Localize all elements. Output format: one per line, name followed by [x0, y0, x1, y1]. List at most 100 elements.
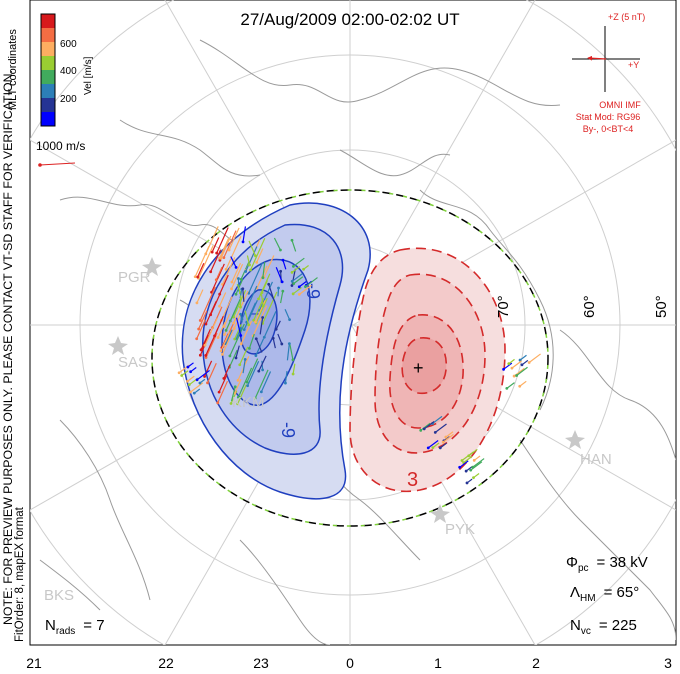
velocity-vector: [286, 343, 290, 361]
velocity-vector: [257, 273, 271, 300]
velocity-vector-origin: [197, 327, 201, 331]
velocity-vector-origin: [419, 428, 423, 432]
station-star-pgr: [142, 257, 162, 276]
velocity-vector-origin: [239, 312, 242, 316]
velocity-vector: [434, 423, 447, 433]
velocity-vector: [248, 262, 264, 294]
station-label-sas: SAS: [118, 354, 148, 371]
velocity-vector: [260, 294, 264, 307]
velocity-vector-origin: [261, 304, 265, 308]
velocity-vector-origin: [196, 275, 200, 279]
velocity-vector-origin: [236, 395, 240, 399]
velocity-vector: [225, 298, 241, 331]
velocity-vector-origin: [241, 287, 245, 291]
velocity-vector-origin: [274, 327, 278, 331]
velocity-vector-origin: [469, 468, 473, 472]
velocity-vector-origin: [218, 304, 221, 308]
colorbar-tick-600: 600: [60, 39, 77, 50]
velocity-vector-origin: [281, 289, 285, 293]
colorbar-tick-200: 200: [60, 94, 77, 105]
velocity-vector-origin: [233, 337, 237, 341]
velocity-vector-origin: [217, 390, 221, 394]
velocity-vector-origin: [460, 459, 464, 462]
velocity-vector: [298, 281, 307, 288]
station-star-sas: [108, 336, 128, 355]
velocity-vector: [272, 338, 276, 349]
velocity-vector-origin: [239, 305, 242, 309]
velocity-vector-origin: [187, 383, 191, 387]
velocity-vector-origin: [254, 354, 258, 358]
velocity-vector-origin: [458, 465, 462, 469]
velocity-vector-origin: [245, 380, 249, 384]
velocity-vector-origin: [290, 238, 294, 242]
velocity-vector: [219, 238, 230, 259]
velocity-vector: [246, 358, 259, 383]
velocity-vector: [196, 289, 204, 304]
mlt-tick-23: 23: [253, 655, 269, 671]
coord-label: MLT coordinates: [7, 29, 19, 110]
velocity-vector-origin: [280, 280, 284, 284]
velocity-vector-origin: [243, 357, 247, 361]
velocity-vector: [194, 245, 210, 277]
velocity-vector-origin: [254, 320, 257, 324]
velocity-vector: [255, 297, 268, 324]
velocity-vector: [243, 300, 258, 330]
param-hm-latitude: ΛHM = 65°: [570, 584, 639, 604]
velocity-vector: [305, 277, 318, 288]
velocity-vector: [234, 378, 242, 394]
velocity-vector-origin: [195, 301, 199, 305]
velocity-vector: [254, 300, 266, 323]
velocity-vector: [506, 382, 515, 389]
velocity-vector-origin: [472, 476, 475, 480]
velocity-vector-origin: [228, 354, 232, 358]
velocity-vector-origin: [224, 328, 228, 332]
velocity-vector-origin: [510, 366, 514, 370]
velocity-vector: [239, 346, 249, 365]
velocity-vector: [275, 266, 283, 283]
velocity-vector: [472, 458, 485, 468]
velocity-vector-origin: [518, 384, 522, 388]
hm-boundary: [151, 189, 549, 527]
velocity-vector-origin: [279, 248, 282, 252]
velocity-vector-origin: [288, 318, 291, 322]
velocity-vector-origin: [210, 250, 214, 254]
contour-label-pos: 3: [407, 469, 418, 491]
velocity-vector: [221, 325, 236, 355]
velocity-vector: [237, 367, 253, 398]
velocity-vector-origin: [189, 390, 192, 394]
mlt-tick-1: 1: [434, 655, 442, 671]
velocity-vector-origin: [236, 378, 240, 382]
velocity-vector-origin: [230, 280, 234, 284]
map-frame: [29, 0, 677, 646]
velocity-vector-origin: [180, 374, 184, 377]
velocity-vector: [230, 256, 237, 268]
contour-label-neg-1: -9: [303, 283, 323, 299]
velocity-vector: [293, 276, 304, 285]
colorbar-segment: [41, 14, 55, 29]
colorbar-segment: [41, 112, 55, 127]
velocity-vector-origin: [220, 352, 224, 356]
reference-vector: 1000 m/s: [36, 139, 85, 167]
reference-vector-label: 1000 m/s: [36, 139, 85, 153]
velocity-vector: [229, 323, 245, 357]
velocity-vector-origin: [302, 267, 305, 271]
velocity-vector: [247, 360, 260, 386]
velocity-vector: [211, 263, 225, 293]
velocity-vector: [217, 321, 226, 338]
velocity-vector: [205, 301, 217, 325]
velocity-vector-origin: [284, 381, 287, 385]
velocity-vector: [423, 420, 435, 430]
velocity-vector-origin: [248, 346, 251, 350]
lat-label-70: 70°: [495, 295, 512, 318]
velocity-vector-origin: [200, 347, 204, 351]
velocity-vector-origin: [203, 375, 206, 378]
velocity-vector-origin: [239, 327, 243, 330]
station-star-pyk: [430, 504, 450, 523]
velocity-vector-origin: [193, 275, 197, 279]
velocity-vector: [528, 353, 541, 363]
velocity-vector-origin: [186, 379, 189, 383]
velocity-vector: [196, 369, 210, 381]
velocity-vector-origin: [471, 465, 475, 469]
lat-label-60: 60°: [581, 295, 598, 318]
velocity-vector-origin: [253, 254, 257, 258]
